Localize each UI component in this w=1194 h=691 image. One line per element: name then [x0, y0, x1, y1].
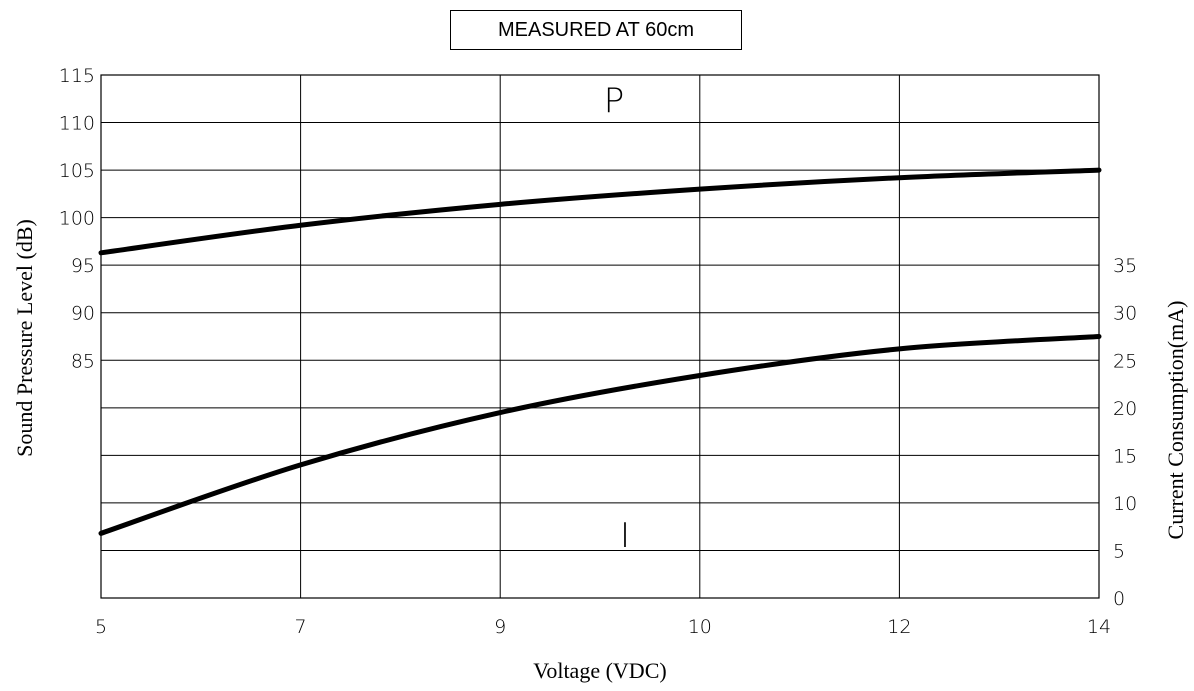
y-left-tick-label: 95	[71, 255, 95, 277]
plot-grid	[100, 74, 1100, 599]
x-tick-label: 7	[295, 616, 307, 638]
x-tick-label: 9	[494, 616, 506, 638]
series-line-P	[98, 167, 1102, 256]
x-tick-label: 14	[1087, 616, 1111, 638]
x-tick-label: 5	[95, 616, 107, 638]
y-left-tick-label: 110	[59, 113, 95, 135]
series-layer: PI	[98, 81, 1102, 556]
tick-labels: 5 7 9 10 12 141151101051009590853530252015105…	[59, 65, 1137, 638]
plot-frame	[100, 74, 1100, 599]
y-right-tick-label: 25	[1113, 350, 1137, 372]
y-left-tick-label: 100	[59, 208, 95, 230]
y-left-tick-label: 115	[59, 65, 95, 87]
y-right-tick-label: 20	[1113, 398, 1137, 420]
y-right-tick-label: 10	[1113, 493, 1137, 515]
y-right-axis-title: Current Consumption(mA)	[1163, 301, 1188, 540]
y-right-tick-label: 35	[1113, 255, 1137, 277]
series-label-P: P	[604, 81, 625, 121]
series-line-I	[98, 334, 1102, 536]
y-right-tick-label: 5	[1113, 540, 1125, 562]
x-tick-label: 10	[688, 616, 712, 638]
y-left-tick-label: 90	[71, 303, 95, 325]
y-left-tick-label: 105	[59, 160, 95, 182]
y-right-tick-label: 0	[1113, 588, 1125, 610]
y-left-tick-label: 85	[71, 350, 95, 372]
x-axis-title: Voltage (VDC)	[533, 658, 666, 683]
series-label-I: I	[620, 516, 630, 556]
y-left-axis-title: Sound Pressure Level (dB)	[12, 219, 37, 457]
y-right-tick-label: 15	[1113, 445, 1137, 467]
y-right-tick-label: 30	[1113, 303, 1137, 325]
chart-title: MEASURED AT 60cm	[450, 10, 742, 50]
x-tick-label: 12	[887, 616, 911, 638]
